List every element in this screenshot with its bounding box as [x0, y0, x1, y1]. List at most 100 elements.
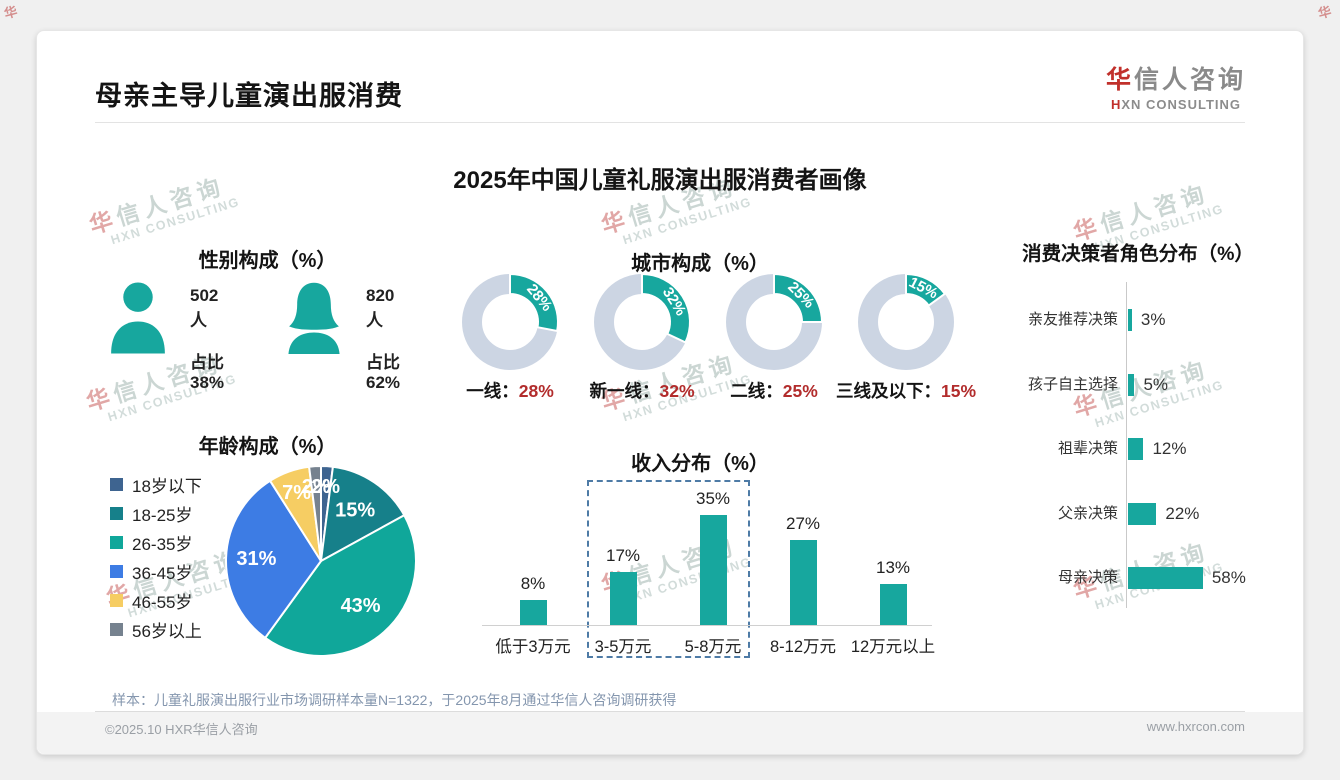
income-value-label: 13% [875, 558, 911, 578]
income-axis-line [482, 625, 932, 626]
decision-bar-chart: 亲友推荐决策 3% 孩子自主选择 5% 祖辈决策 12% 父亲决策 22% 母亲决策 58% [998, 280, 1290, 610]
decision-category-label: 母亲决策 [1057, 569, 1118, 586]
decision-bar [1128, 502, 1157, 525]
donut-chart-cell: 15% 三线及以下：15% [836, 270, 976, 403]
decision-axis-line [1126, 282, 1127, 608]
income-bar [879, 584, 907, 625]
donut-category-label: 一线：28% [466, 381, 554, 401]
brand-logo-chinese: 华信人咨询 [1106, 60, 1246, 96]
legend-label: 46-55岁 [132, 592, 193, 612]
pie-value-label: 2% [302, 476, 331, 498]
footer-divider [95, 711, 1245, 712]
logo-en-first: H [1110, 97, 1122, 112]
decision-value-label: 5% [1143, 374, 1169, 394]
legend-label: 56岁以上 [132, 621, 202, 641]
donut-segment [509, 272, 559, 333]
donut-segment [641, 272, 691, 344]
city-section-title: 城市构成（%） [631, 253, 769, 275]
female-stats: 820人 占比62% [366, 286, 400, 393]
pie-value-label: 31% [236, 548, 276, 570]
footer-bar [37, 712, 1303, 754]
income-bar [699, 515, 727, 625]
decision-value-label: 22% [1165, 503, 1200, 523]
city-donut-charts: 28% 一线：28% 32% 新一线：32% 25% 二线：25% 15% 三线及以下：15% [444, 270, 976, 403]
decision-bar [1128, 373, 1135, 396]
donut-segment [773, 272, 824, 323]
legend-label: 18岁以下 [132, 476, 202, 496]
female-icon [288, 282, 340, 354]
male-share: 占比38% [190, 353, 225, 392]
decision-category-label: 父亲决策 [1057, 504, 1118, 522]
pie-value-label: 7% [282, 482, 311, 504]
header-divider [95, 122, 1245, 123]
donut-segment [905, 272, 947, 307]
decision-section-title: 消费决策者角色分布（%） [1022, 243, 1254, 265]
sample-note: 样本：儿童礼服演出服行业市场调研样本量N=1322，于2025年8月通过华信人咨… [112, 692, 677, 708]
income-value-label: 35% [695, 489, 731, 509]
donut-chart-cell: 25% 二线：25% [708, 270, 840, 403]
income-value-label: 8% [520, 573, 546, 593]
decision-value-label: 58% [1211, 568, 1246, 587]
male-count: 502人 [190, 286, 219, 330]
donut-chart: 28% [462, 272, 559, 370]
pie-slice [308, 465, 322, 562]
legend-swatch [110, 564, 123, 578]
donut-chart: 32% [594, 272, 691, 370]
male-stats: 502人 占比38% [190, 286, 224, 393]
report-card [36, 30, 1304, 755]
donut-chart-cell: 28% 一线：28% [444, 270, 576, 403]
legend-item: 18岁以下 [110, 474, 202, 496]
female-count: 820人 [366, 286, 395, 330]
website-text: www.hxrcon.com [1146, 719, 1245, 734]
income-category-label: 5-8万元 [684, 638, 742, 656]
pie-value-label: 43% [341, 595, 381, 617]
income-bar [789, 540, 817, 625]
donut-percent-text: 25% [782, 381, 818, 401]
donut-percent-text: 32% [659, 381, 695, 401]
logo-red-char: 华 [1105, 66, 1134, 94]
page-title: 母亲主导儿童演出服消费 [95, 81, 403, 111]
income-category-label: 8-12万元 [769, 638, 837, 656]
pie-slice [320, 465, 406, 562]
male-icon [111, 282, 165, 354]
decision-category-label: 亲友推荐决策 [1027, 311, 1118, 328]
age-pie-chart: 2%15% 43% 31% 7%2% [225, 465, 417, 657]
income-category-label: 3-5万元 [594, 638, 652, 656]
decision-bar [1128, 567, 1203, 589]
legend-item: 18-25岁 [110, 503, 202, 525]
legend-swatch [110, 622, 123, 636]
donut-category-label: 二线：25% [730, 381, 818, 401]
legend-swatch [110, 477, 123, 491]
copyright-text: ©2025.10 HXR华信人咨询 [105, 722, 258, 737]
decision-category-label: 孩子自主选择 [1027, 375, 1118, 393]
legend-swatch [110, 593, 123, 607]
decision-category-label: 祖辈决策 [1057, 440, 1118, 457]
donut-chart: 15% [858, 272, 954, 370]
legend-swatch [110, 506, 123, 520]
infographic-title: 2025年中国儿童礼服演出服消费者画像 [453, 167, 867, 194]
logo-gray-chars: 信人咨询 [1133, 66, 1246, 94]
donut-chart: 25% [726, 272, 824, 370]
pie-value-label: 15% [335, 500, 375, 522]
legend-label: 26-35岁 [132, 534, 193, 554]
income-bar-chart: 8% 低于3万元 17% 3-5万元 35% 5-8万元 27% 8-12万元 13% 12万元以… [470, 470, 950, 680]
age-section-title: 年龄构成（%） [198, 436, 337, 458]
decision-bar [1128, 309, 1132, 331]
donut-percent-text: 28% [518, 381, 554, 401]
income-section-title: 收入分布（%） [631, 453, 769, 475]
income-value-label: 17% [605, 545, 641, 565]
income-category-label: 12万元以上 [850, 638, 936, 656]
pie-value-label: 2% [311, 476, 340, 498]
pie-slice [225, 479, 322, 639]
legend-item: 36-45岁 [110, 561, 202, 583]
income-value-label: 27% [785, 514, 821, 534]
legend-item: 56岁以上 [110, 619, 202, 641]
decision-value-label: 12% [1152, 439, 1187, 458]
female-share: 占比62% [366, 353, 401, 392]
gender-section-title: 性别构成（%） [198, 250, 337, 272]
income-bar [519, 599, 547, 625]
legend-label: 36-45岁 [132, 563, 193, 583]
brand-logo: 华信人咨询 HXN CONSULTING [1106, 60, 1246, 112]
